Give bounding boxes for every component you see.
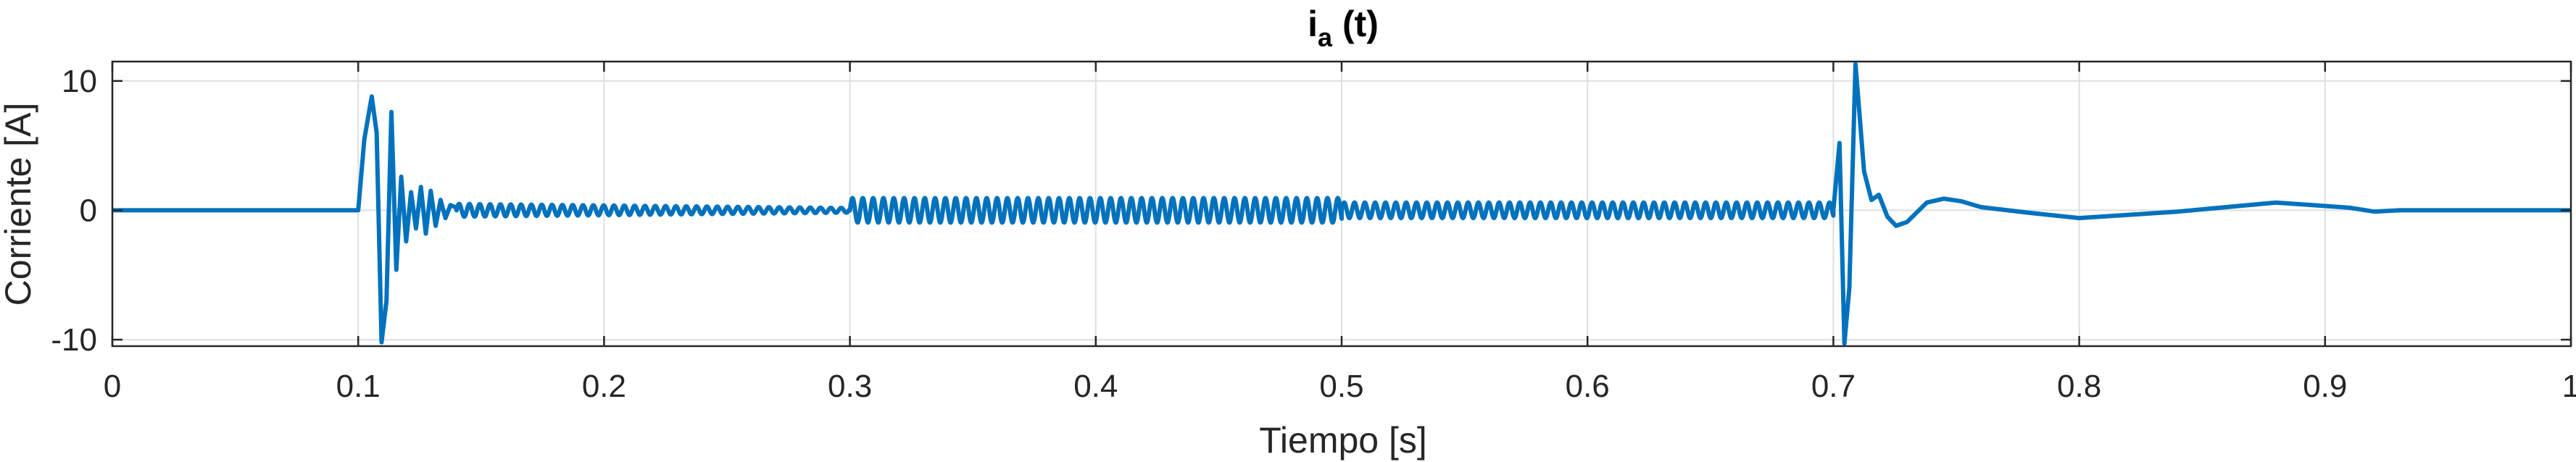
y-tick-label: 10	[62, 64, 97, 99]
y-axis-label: Corriente [A]	[0, 103, 38, 306]
x-tick-label: 0.5	[1319, 369, 1363, 404]
x-tick-label: 0	[104, 369, 121, 404]
chart-title-main: i	[1308, 4, 1318, 44]
chart-title-suffix: (t)	[1332, 4, 1379, 44]
x-tick-label: 0.4	[1073, 369, 1118, 404]
y-tick-label: 0	[80, 193, 97, 228]
x-tick-label: 0.6	[1566, 369, 1610, 404]
x-tick-label: 0.3	[828, 369, 872, 404]
x-tick-label: 0.9	[2303, 369, 2347, 404]
x-tick-label: 0.7	[1811, 369, 1856, 404]
x-axis-label: Tiempo [s]	[1259, 420, 1427, 461]
x-tick-label: 0.8	[2057, 369, 2101, 404]
series-layer	[112, 62, 2571, 346]
ticks	[111, 62, 2572, 346]
chart-title-subscript: a	[1318, 22, 1333, 52]
x-tick-label: 0.2	[582, 369, 626, 404]
x-tick-label: 1	[2562, 369, 2576, 404]
series-line	[112, 62, 2571, 346]
chart-title: ia (t)	[1308, 4, 1379, 52]
x-tick-label: 0.1	[336, 369, 381, 404]
y-tick-label: -10	[51, 322, 97, 358]
